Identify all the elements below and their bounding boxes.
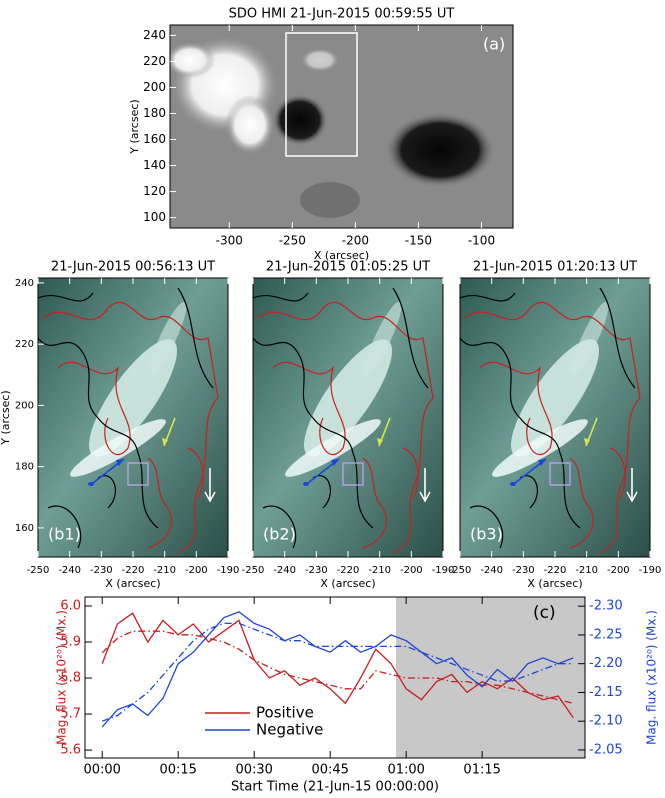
x-tick-label: 00:30 — [235, 763, 272, 778]
panel-label: (b2) — [263, 525, 296, 544]
y-tick-label: 180 — [15, 462, 34, 473]
legend-label: Negative — [256, 721, 323, 739]
y2-tick-label: -2.10 — [589, 714, 623, 729]
x-tick-label: -230 — [90, 565, 113, 576]
x-tick-label: -190 — [217, 565, 240, 576]
x-tick-label: -220 — [122, 565, 145, 576]
panel-title: 21-Jun-2015 01:05:25 UT — [266, 260, 430, 275]
x-axis-label: X (arcsec) — [314, 249, 369, 262]
x-tick-label: -220 — [337, 565, 360, 576]
x-tick-label: -190 — [432, 565, 455, 576]
series-line — [101, 612, 574, 719]
panel-title: 21-Jun-2015 01:20:13 UT — [473, 260, 637, 275]
legend-label: Positive — [256, 704, 314, 722]
x-tick-label: -250 — [27, 565, 50, 576]
x-tick-label: -250 — [279, 234, 306, 248]
x-tick-label: -220 — [544, 565, 567, 576]
x-axis-label: X (arcsec) — [527, 577, 582, 590]
x-axis-label: Start Time (21-Jun-15 00:00:00) — [231, 780, 439, 795]
y-tick-label: 140 — [143, 158, 166, 172]
x-tick-label: -200 — [400, 565, 423, 576]
x-tick-label: -210 — [368, 565, 391, 576]
y-tick-label: 200 — [143, 80, 166, 94]
panel-title: 21-Jun-2015 00:56:13 UT — [51, 260, 215, 275]
y-tick-label: 180 — [143, 106, 166, 120]
y-tick-label: 6.0 — [60, 599, 81, 614]
x-tick-label: -210 — [575, 565, 598, 576]
zoom-box — [285, 32, 358, 157]
trend-line — [101, 630, 574, 704]
x-tick-label: -230 — [512, 565, 535, 576]
x-tick-label: 00:45 — [311, 763, 348, 778]
y-axis-label: Mag. flux (x10²⁰) (Mx.) — [55, 610, 69, 745]
x-tick-label: -210 — [153, 565, 176, 576]
x-tick-label: 00:00 — [83, 763, 120, 778]
y-tick-label: 240 — [15, 278, 34, 289]
y-tick-label: 5.8 — [60, 671, 81, 686]
y2-tick-label: -2.20 — [589, 656, 623, 671]
x-tick-label: -240 — [480, 565, 503, 576]
panel-label: (b1) — [48, 525, 81, 544]
x-tick-label: -300 — [216, 234, 243, 248]
y-tick-label: 5.7 — [60, 707, 81, 722]
aia-image — [252, 277, 444, 558]
panel-title: SDO HMI 21-Jun-2015 00:59:55 UT — [229, 7, 455, 22]
panel-label: (c) — [533, 603, 556, 623]
x-tick-label: 00:15 — [159, 763, 196, 778]
x-tick-label: -230 — [305, 565, 328, 576]
y2-tick-label: -2.30 — [589, 599, 623, 614]
y-axis-label: Y (arcsec) — [128, 99, 141, 154]
y-tick-label: 5.6 — [60, 743, 81, 758]
y-tick-label: 200 — [15, 400, 34, 411]
x-tick-label: 01:00 — [387, 763, 424, 778]
x-tick-label: -250 — [242, 565, 265, 576]
x-tick-label: -240 — [58, 565, 81, 576]
y2-tick-label: -2.25 — [589, 627, 623, 642]
y-tick-label: 120 — [143, 184, 166, 198]
x-tick-label: -190 — [639, 565, 662, 576]
y-tick-label: 160 — [143, 132, 166, 146]
aia-image — [37, 277, 229, 558]
x-tick-label: -200 — [607, 565, 630, 576]
magnetogram — [170, 25, 513, 228]
y-tick-label: 5.9 — [60, 635, 81, 650]
x-tick-label: -200 — [342, 234, 369, 248]
x-tick-label: -240 — [273, 565, 296, 576]
y2-tick-label: -2.05 — [589, 742, 623, 757]
trend-line — [101, 622, 574, 722]
y2-axis-label: Mag. flux (x10²⁰) (Mx.) — [645, 610, 659, 745]
x-axis-label: X (arcsec) — [105, 577, 160, 590]
frame — [84, 596, 586, 759]
frame — [169, 24, 514, 229]
y-tick-label: 220 — [143, 54, 166, 68]
aia-image — [459, 277, 651, 558]
y-tick-label: 240 — [143, 28, 166, 42]
x-axis-label: X (arcsec) — [320, 577, 375, 590]
y-tick-label: 160 — [15, 523, 34, 534]
panel-label: (a) — [483, 35, 505, 54]
x-tick-label: -150 — [405, 234, 432, 248]
y2-tick-label: -2.15 — [589, 685, 623, 700]
x-tick-label: -250 — [449, 565, 472, 576]
y-axis-label: Y (arcsec) — [0, 390, 12, 445]
x-tick-label: -100 — [468, 234, 495, 248]
y-tick-label: 100 — [143, 210, 166, 224]
x-tick-label: 01:15 — [463, 763, 500, 778]
y-tick-label: 220 — [15, 339, 34, 350]
panel-label: (b3) — [470, 525, 503, 544]
x-tick-label: -200 — [185, 565, 208, 576]
